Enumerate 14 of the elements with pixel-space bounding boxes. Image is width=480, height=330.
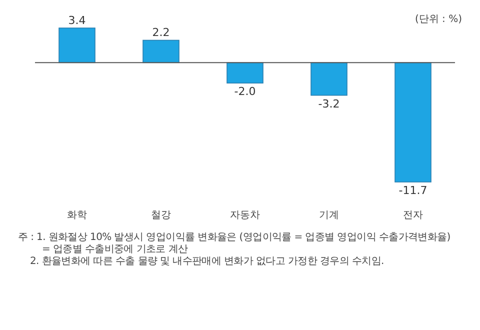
x-tick-label: 철강 (151, 210, 171, 221)
data-label: -2.0 (234, 85, 256, 98)
data-label: 3.4 (68, 14, 86, 27)
x-tick-label: 자동차 (230, 210, 260, 221)
x-tick-label: 화학 (67, 210, 87, 221)
x-tick-label: 전자 (403, 210, 423, 221)
text: = 업종별 수출비중에 기초로 계산 (41, 244, 189, 256)
data-label: -3.2 (318, 97, 340, 110)
text: 2. 환율변화에 따른 수출 물량 및 내수판매에 변화가 없다고 가정한 경우의 수치임. (29, 256, 385, 268)
data-label: 2.2 (152, 26, 170, 40)
data-label: -11.7 (398, 184, 428, 197)
x-tick-label: 기계 (319, 210, 339, 221)
text: (단위 : %) (414, 14, 462, 25)
text: 주 : 1. 원화절상 10% 발생시 영업이익률 변화율은 (영업이익률 = 업종별 영업이익 수출가격변화율) (18, 232, 452, 244)
